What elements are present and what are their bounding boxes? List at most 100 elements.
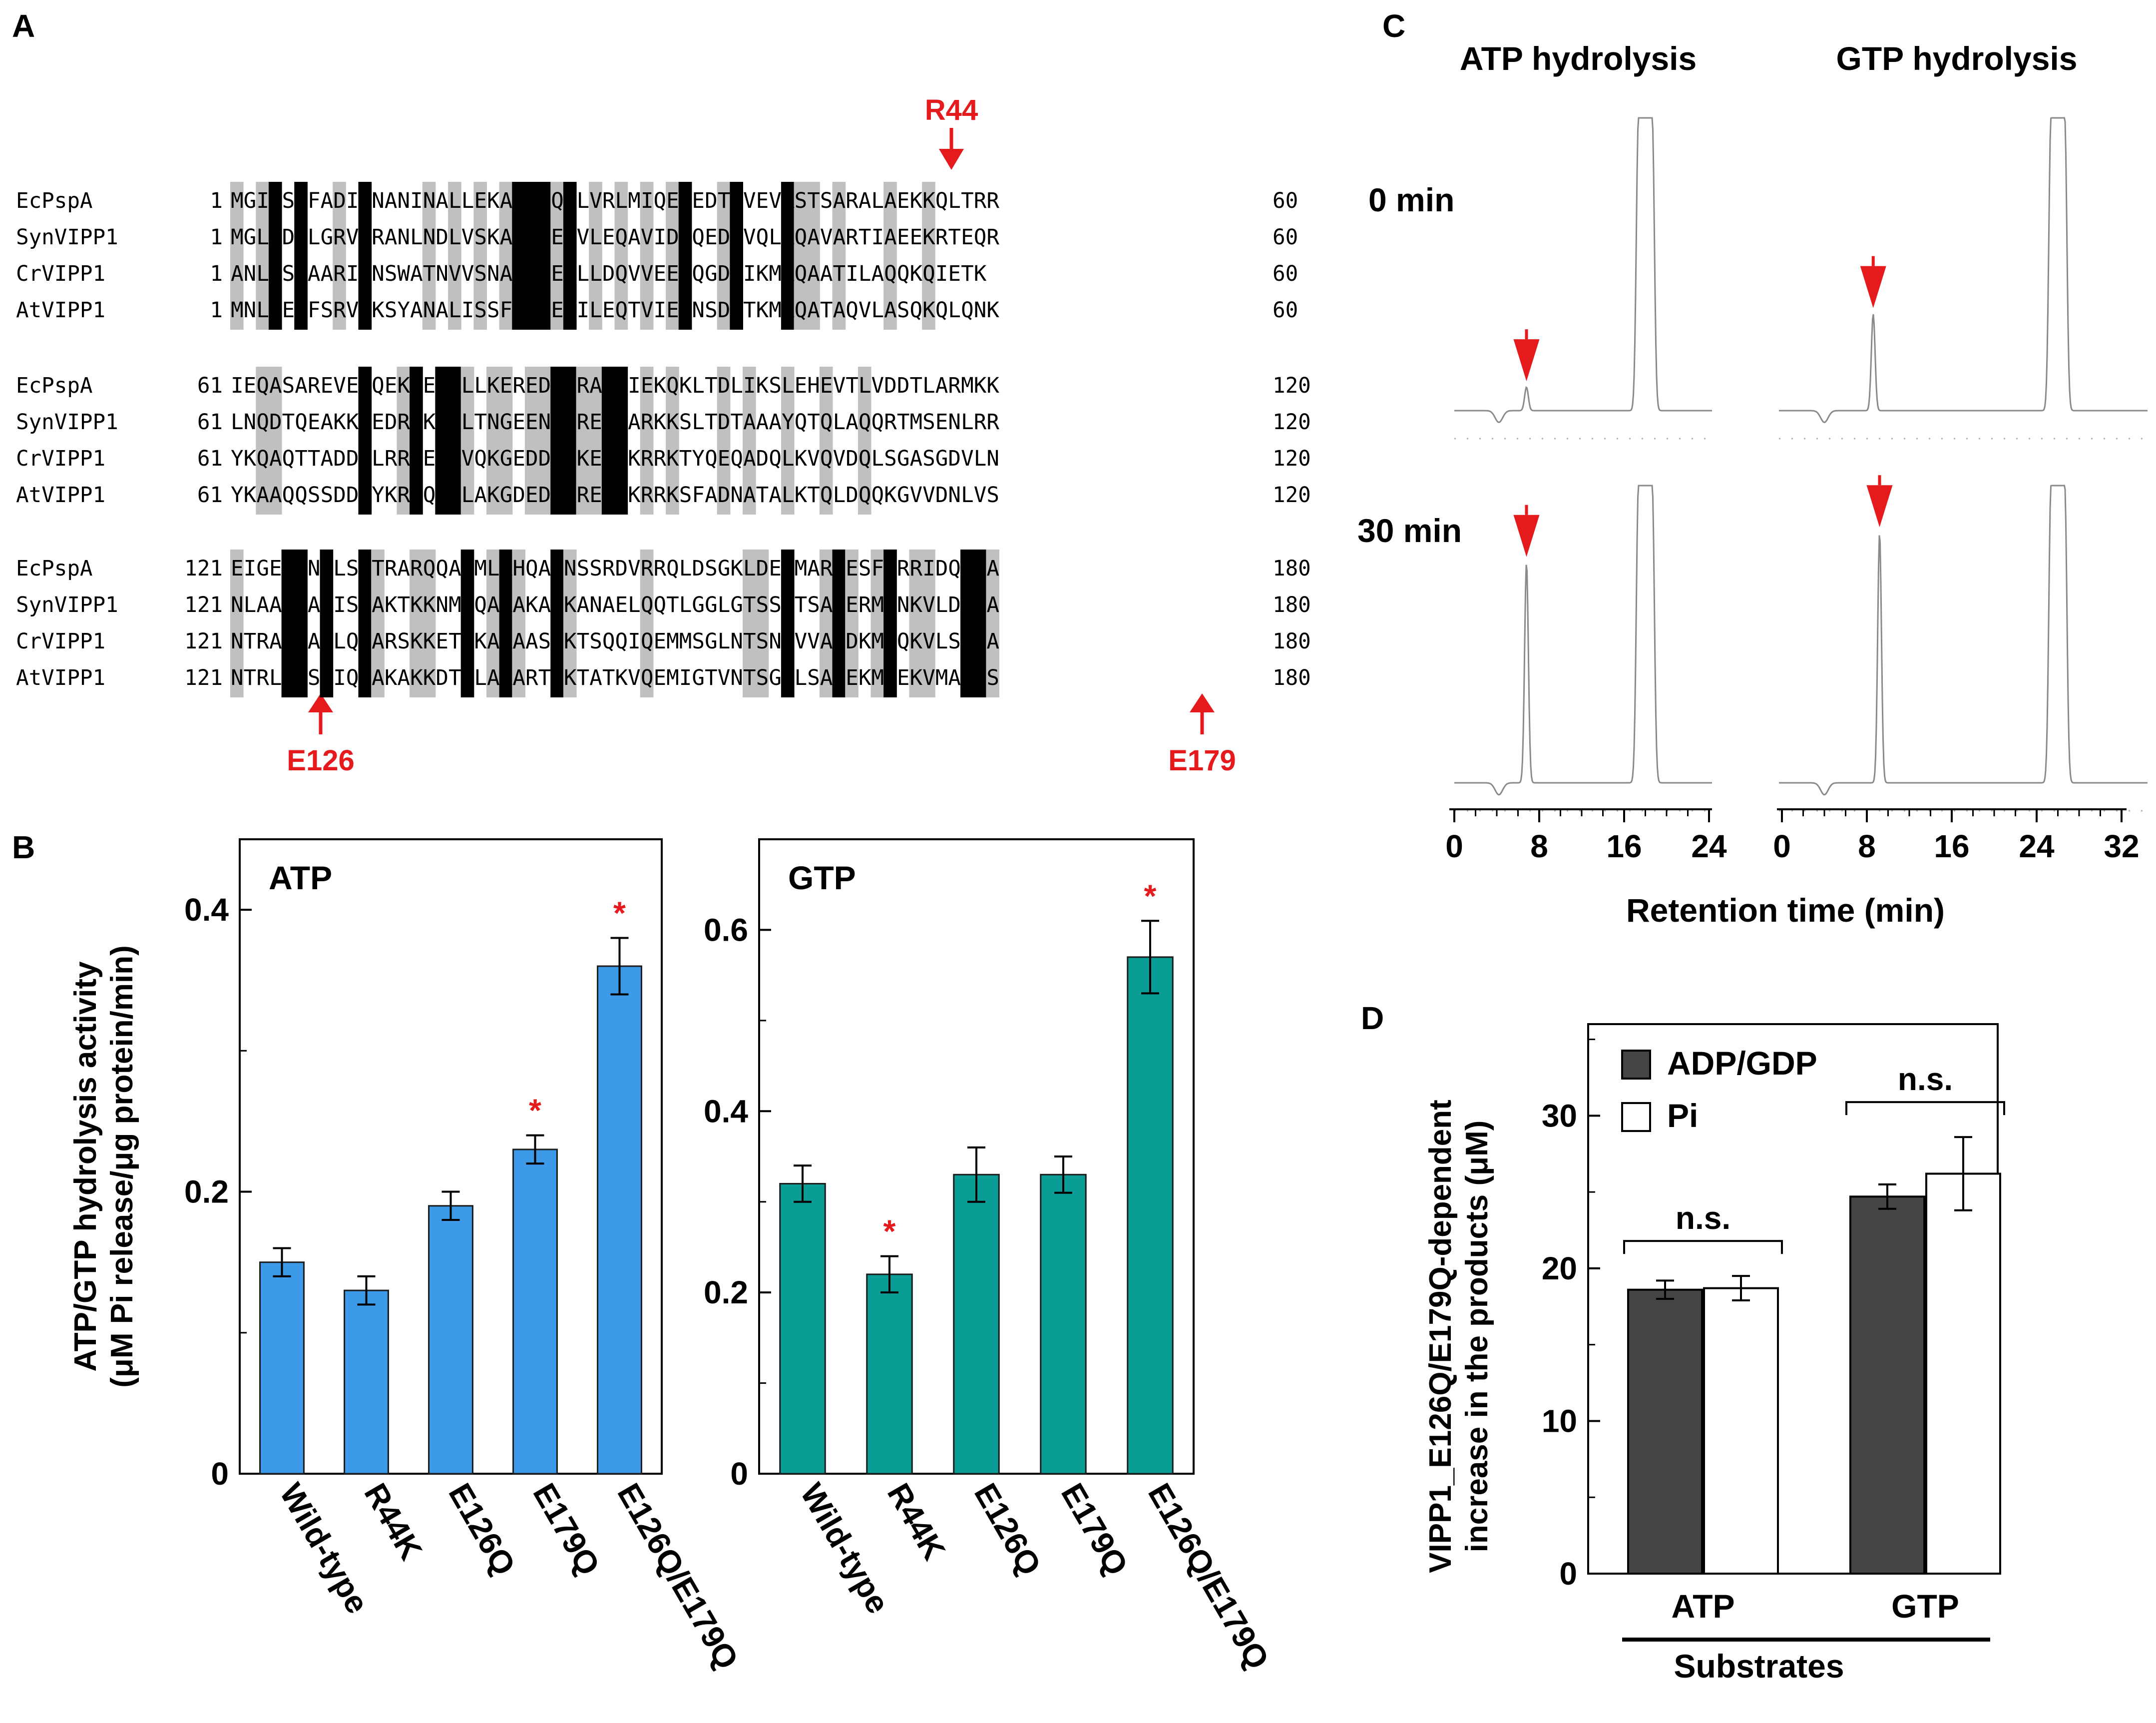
sequence-name: EcPspA (16, 557, 93, 581)
residue: S (308, 666, 321, 690)
residue: K (564, 298, 577, 323)
residue: K (922, 225, 935, 250)
x-tick-label: 16 (1934, 828, 1969, 864)
residue: E (359, 557, 372, 581)
residue: M (961, 593, 974, 617)
residue: V (743, 225, 756, 250)
residue: L (871, 189, 884, 213)
residue: Q (423, 557, 436, 581)
residue: Q (909, 298, 922, 323)
sequence-end: 180 (1273, 666, 1311, 690)
residue: I (935, 262, 948, 286)
residue: K (346, 410, 359, 435)
residue: T (948, 225, 961, 250)
residue: K (974, 262, 987, 286)
chromatogram-trace (1454, 117, 1712, 423)
similar-column (550, 182, 564, 330)
residue: L (718, 629, 731, 654)
residue: D (435, 225, 448, 250)
residue: E (295, 629, 308, 654)
residue: G (705, 262, 718, 286)
residue: G (769, 666, 782, 690)
residue: S (884, 447, 897, 471)
residue: D (935, 557, 948, 581)
residue: Q (602, 629, 615, 654)
residue: D (897, 374, 910, 398)
residue: L (615, 447, 628, 471)
residue: F (269, 298, 282, 323)
residue: L (615, 410, 628, 435)
residue: D (846, 483, 859, 508)
residue: E (321, 374, 334, 398)
residue: E (551, 262, 564, 286)
residue: S (948, 629, 961, 654)
residue: A (512, 666, 525, 690)
residue: Q (256, 447, 269, 471)
residue: R (385, 629, 398, 654)
residue: N (948, 483, 961, 508)
residue: Q (756, 225, 769, 250)
residue: I (922, 557, 935, 581)
residue: A (448, 374, 461, 398)
residue: F (308, 189, 321, 213)
residue: L (589, 225, 602, 250)
residue: Q (897, 629, 910, 654)
residue: Q (282, 483, 295, 508)
residue: L (589, 298, 602, 323)
residue: V (974, 483, 987, 508)
residue: Q (974, 225, 987, 250)
residue: V (641, 298, 654, 323)
residue: K (423, 410, 436, 435)
bar (428, 1205, 473, 1475)
residue: K (730, 557, 743, 581)
residue: Q (653, 593, 666, 617)
residue: E (295, 593, 308, 617)
residue: L (935, 593, 948, 617)
residue: L (551, 483, 564, 508)
residue: F (692, 483, 705, 508)
residue: G (321, 225, 334, 250)
residue: E (948, 262, 961, 286)
sequence-end: 120 (1273, 447, 1311, 471)
residue: V (820, 225, 833, 250)
similar-column (640, 367, 654, 515)
residue: E (359, 666, 372, 690)
residue: A (602, 447, 615, 471)
residue: G (244, 225, 257, 250)
residue: A (512, 629, 525, 654)
d-xlabel: Substrates (1674, 1648, 1844, 1685)
site-arrowhead-e179 (1190, 693, 1215, 712)
residue: L (730, 189, 743, 213)
residue: I (333, 593, 346, 617)
x-tick-label: 8 (1530, 828, 1548, 864)
residue: R (986, 189, 999, 213)
residue: E (512, 298, 525, 323)
residue: A (372, 593, 385, 617)
residue: D (385, 410, 398, 435)
residue: A (321, 262, 334, 286)
residue: L (448, 225, 461, 250)
residue: R (397, 410, 410, 435)
residue: W (359, 483, 372, 508)
panel-letter-b: B (12, 829, 35, 865)
residue: Y (231, 483, 244, 508)
residue: A (564, 410, 577, 435)
residue: V (807, 447, 820, 471)
residue: M (448, 593, 461, 617)
residue: R (410, 557, 423, 581)
conserved-column (358, 550, 372, 697)
residue: Q (615, 262, 628, 286)
residue: V (871, 374, 884, 398)
residue: R (782, 225, 795, 250)
similar-column (986, 550, 999, 697)
sequence-end: 120 (1273, 374, 1311, 398)
residue: I (256, 189, 269, 213)
residue: T (295, 447, 308, 471)
residue: F (833, 557, 846, 581)
similar-column (666, 182, 679, 330)
significance-marker: * (1144, 878, 1157, 914)
sequence-end: 60 (1273, 262, 1298, 286)
conserved-column (614, 367, 628, 515)
residue: N (769, 629, 782, 654)
residue: S (705, 557, 718, 581)
